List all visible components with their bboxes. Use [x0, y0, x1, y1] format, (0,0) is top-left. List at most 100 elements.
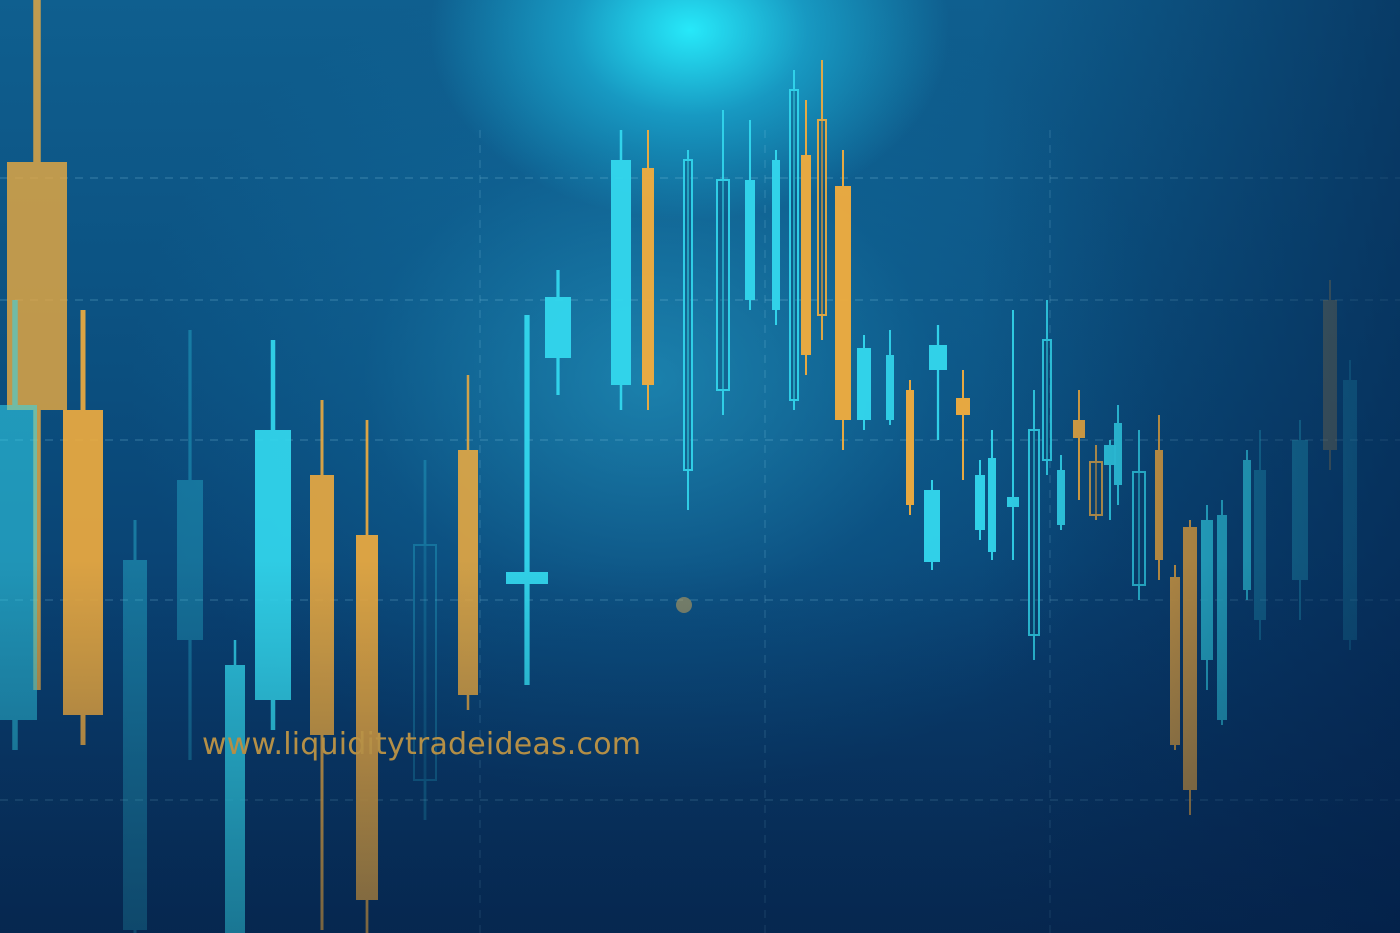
- candle-body: [177, 480, 203, 640]
- candle-body: [1042, 339, 1052, 461]
- candle-body: [1254, 470, 1266, 620]
- candlestick: [1132, 430, 1146, 600]
- candle-body: [772, 160, 780, 310]
- candle-body: [924, 490, 940, 562]
- candlestick: [356, 420, 378, 933]
- candle-body: [1028, 429, 1040, 636]
- candlestick: [611, 130, 631, 410]
- candlestick: [1254, 430, 1266, 640]
- candle-body: [1132, 471, 1146, 586]
- candle-body: [975, 475, 985, 530]
- candle-body: [506, 572, 548, 584]
- candle-body: [1343, 380, 1357, 640]
- candle-body: [835, 186, 851, 420]
- candle-body: [1155, 450, 1163, 560]
- candlestick: [1323, 280, 1337, 470]
- candlestick: [886, 330, 894, 425]
- candlestick: [1170, 565, 1180, 750]
- candle-body: [886, 355, 894, 420]
- candlestick: [956, 370, 970, 480]
- candle-body: [1089, 461, 1103, 516]
- candlestick: [545, 270, 571, 395]
- candle-body: [1183, 527, 1197, 790]
- candle-body: [1243, 460, 1251, 590]
- candle-body: [1201, 520, 1213, 660]
- candlestick: [1073, 390, 1085, 500]
- candlestick: [1089, 445, 1103, 520]
- candlestick: [1292, 420, 1308, 620]
- candle-body: [413, 544, 437, 781]
- candlestick: [857, 335, 871, 430]
- candle-body: [0, 405, 37, 720]
- candle-body: [1007, 497, 1019, 507]
- candle-body: [310, 475, 334, 735]
- candlestick: [225, 640, 245, 933]
- candlestick: [506, 315, 548, 685]
- candle-body: [123, 560, 147, 930]
- candlestick: [1343, 360, 1357, 650]
- candle-body: [1114, 423, 1122, 485]
- candle-body: [929, 345, 947, 370]
- candles: [0, 0, 1357, 933]
- candlestick: [924, 480, 940, 570]
- candlestick: [1042, 300, 1052, 475]
- candlestick: [1217, 500, 1227, 725]
- candle-body: [1104, 445, 1116, 465]
- candle-body: [988, 458, 996, 552]
- candlestick: [1201, 505, 1213, 690]
- candle-body: [956, 398, 970, 415]
- candlestick: [906, 380, 914, 515]
- candle-body: [801, 155, 811, 355]
- glow-dot: [676, 597, 692, 613]
- candle-body: [1323, 300, 1337, 450]
- candlestick: [772, 150, 780, 325]
- candlestick: [1155, 415, 1163, 580]
- candlestick: [63, 310, 103, 745]
- candlestick: [975, 460, 985, 540]
- candlestick: [1007, 310, 1019, 560]
- website-url: www.liquiditytradeideas.com: [202, 727, 642, 762]
- candle-body: [716, 179, 730, 391]
- candle-body: [611, 160, 631, 385]
- candlestick: [1243, 450, 1251, 600]
- candlestick: [745, 120, 755, 310]
- candlestick: [817, 60, 827, 340]
- candle-body: [817, 119, 827, 316]
- candlestick: [801, 100, 811, 375]
- candlestick: [929, 325, 947, 440]
- candle-body: [356, 535, 378, 900]
- candle-body: [63, 410, 103, 715]
- candlestick: [177, 330, 203, 760]
- candlestick: [458, 375, 478, 710]
- candle-body: [1292, 440, 1308, 580]
- candlestick: [413, 460, 437, 820]
- candle-body: [1170, 577, 1180, 745]
- candlestick: [642, 130, 654, 410]
- candlestick: [835, 150, 851, 450]
- candlestick: [789, 70, 799, 410]
- candlestick: [1104, 440, 1116, 520]
- candle-body: [458, 450, 478, 695]
- candlestick: [0, 300, 37, 750]
- candlestick: [255, 340, 291, 730]
- candle-body: [857, 348, 871, 420]
- candlestick: [683, 150, 693, 510]
- candle-body: [545, 297, 571, 358]
- candlestick: [1028, 390, 1040, 660]
- candlestick: [988, 430, 996, 560]
- candlestick: [310, 400, 334, 930]
- candlestick: [1057, 455, 1065, 530]
- candle-body: [1073, 420, 1085, 438]
- candlestick: [716, 110, 730, 415]
- candlestick: [1114, 405, 1122, 505]
- candle-body: [906, 390, 914, 505]
- candle-body: [1217, 515, 1227, 720]
- candle-body: [255, 430, 291, 700]
- candle-body: [1057, 470, 1065, 525]
- candle-body: [789, 89, 799, 401]
- candle-body: [642, 168, 654, 385]
- candle-body: [745, 180, 755, 300]
- candlestick: [123, 520, 147, 933]
